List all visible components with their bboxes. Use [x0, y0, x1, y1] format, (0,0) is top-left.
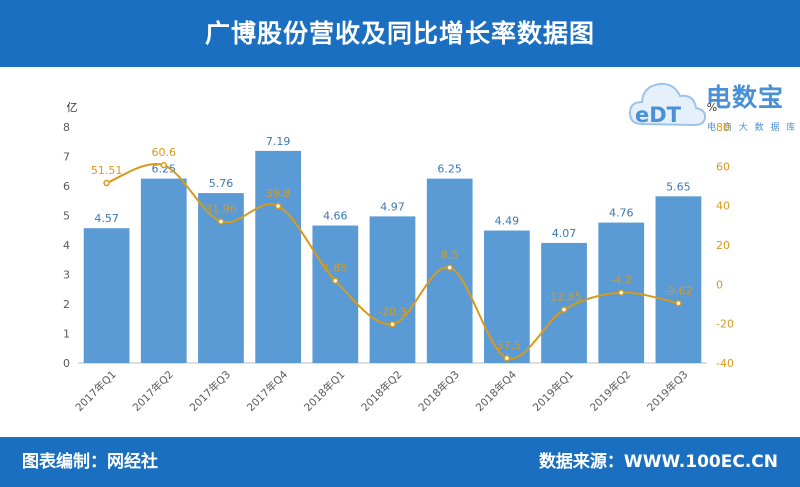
y-tick-label: 5 [63, 210, 70, 223]
y-axis-unit: 亿 [67, 101, 78, 114]
bar [312, 225, 359, 363]
line-data-label: -9.62 [664, 284, 692, 297]
line-data-label: -12.85 [546, 291, 581, 304]
line-point [503, 354, 511, 362]
y-tick-label: 3 [63, 269, 70, 282]
bar [369, 216, 416, 363]
x-tick-label: 2019年Q3 [644, 368, 690, 414]
bar-data-label: 6.25 [152, 163, 177, 176]
bar-data-label: 4.76 [609, 207, 634, 220]
y-tick-label: 8 [63, 121, 70, 134]
bar [140, 178, 187, 363]
line-point [274, 202, 282, 210]
y2-axis-unit: % [707, 101, 717, 114]
y-tick-label: 1 [63, 328, 70, 341]
bar-data-label: 6.25 [437, 163, 462, 176]
footer-editor: 图表编制：网经社 [22, 452, 158, 472]
x-tick-label: 2018年Q1 [301, 368, 347, 414]
line-point [446, 264, 453, 271]
y2-tick-label: 0 [716, 278, 723, 291]
bar-data-label: 4.49 [495, 215, 520, 228]
footer-bar: 图表编制：网经社 数据来源：WWW.100EC.CN [0, 437, 800, 487]
line-data-label: 1.85 [323, 262, 348, 275]
y2-tick-label: 60 [716, 160, 730, 173]
y2-tick-label: 40 [716, 200, 730, 213]
bar-data-label: 5.65 [666, 180, 691, 193]
line-point [217, 218, 225, 225]
line-data-label: -20.3 [378, 305, 406, 318]
line-point [160, 161, 168, 169]
bar [255, 150, 302, 363]
y2-tick-label: -40 [716, 357, 734, 370]
logo-text: 电数宝 [706, 83, 785, 112]
logo: eDT 电数宝 电 商 大 数 据 库 [628, 72, 795, 142]
x-tick-label: 2017年Q3 [187, 368, 233, 414]
bar-data-label: 4.57 [94, 212, 119, 225]
bar [83, 228, 130, 363]
line-point [617, 289, 625, 296]
line-point [675, 300, 682, 307]
chart: 亿 % 0 1 2 3 4 5 6 7 8 -40 -20 0 20 40 60 80 4.57 6.25 5.76 7.… [63, 101, 734, 414]
line-point [332, 277, 339, 284]
logo-badge: eDT [635, 103, 682, 127]
x-tick-label: 2017年Q2 [130, 368, 176, 414]
x-tick-label: 2017年Q4 [244, 368, 290, 414]
line-data-label: 60.6 [152, 146, 177, 159]
y-tick-label: 4 [63, 239, 70, 252]
bar-data-label: 4.97 [380, 200, 405, 213]
cloud-logo-icon: eDT [628, 82, 707, 127]
line-point [389, 321, 396, 328]
y-tick-label: 7 [63, 151, 70, 164]
x-tick-label: 2019年Q2 [587, 368, 633, 414]
x-tick-label: 2018年Q3 [416, 368, 462, 414]
bar-data-label: 4.07 [552, 227, 577, 240]
x-tick-label: 2018年Q2 [359, 368, 405, 414]
x-tick-label: 2017年Q1 [73, 368, 119, 414]
line-data-label: 39.8 [266, 187, 291, 200]
page-title: 广博股份营收及同比增长率数据图 [204, 19, 595, 48]
y-tick-label: 2 [63, 298, 70, 311]
bar-data-label: 5.76 [209, 177, 234, 190]
x-tick-label: 2019年Q1 [530, 368, 576, 414]
y-tick-label: 6 [63, 180, 70, 193]
y-tick-label: 0 [63, 357, 70, 370]
line-data-label: -37.5 [493, 339, 521, 352]
y2-tick-label: 80 [716, 121, 730, 134]
header-bar: 广博股份营收及同比增长率数据图 [0, 0, 800, 67]
bar [655, 196, 702, 363]
x-tick-label: 2018年Q4 [473, 368, 519, 414]
line-data-label: 8.5 [441, 249, 459, 262]
y2-tick-label: 20 [716, 239, 730, 252]
line-point [560, 306, 568, 313]
line-data-label: -4.2 [610, 274, 631, 287]
line-data-label: 51.51 [91, 164, 123, 177]
footer-source: 数据来源：WWW.100EC.CN [538, 452, 778, 472]
logo-subtext: 电 商 大 数 据 库 [707, 123, 798, 133]
bar-data-label: 4.66 [323, 210, 348, 223]
line-data-label: 31.96 [205, 202, 237, 215]
bar-data-label: 7.19 [266, 135, 291, 148]
line-point [103, 179, 110, 187]
y2-tick-label: -20 [716, 318, 734, 331]
